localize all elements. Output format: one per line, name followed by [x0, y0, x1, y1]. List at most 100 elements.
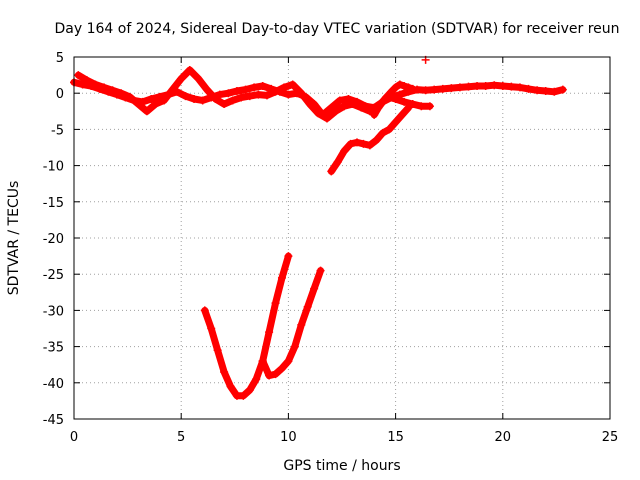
data-point-marker	[385, 125, 394, 134]
data-point-marker	[333, 157, 342, 166]
data-point-marker	[430, 85, 439, 94]
data-point-marker	[335, 96, 344, 105]
series-track-c	[327, 103, 413, 176]
data-point-marker	[340, 147, 349, 156]
y-tick-label: -10	[43, 160, 64, 175]
y-axis-title: SDTVAR / TECUs	[6, 181, 22, 296]
x-tick-label: 25	[602, 430, 619, 445]
data-point-marker	[254, 90, 263, 99]
data-point-marker	[515, 83, 524, 92]
data-point-marker	[280, 83, 289, 92]
data-point-marker	[271, 299, 280, 308]
data-point-marker	[74, 71, 83, 80]
data-point-marker	[220, 100, 229, 109]
data-point-marker	[100, 83, 109, 92]
y-tick-label: -45	[43, 413, 64, 428]
data-point-marker	[348, 100, 357, 109]
data-point-marker	[425, 102, 434, 111]
series-track-f	[258, 266, 325, 380]
data-point-marker	[202, 85, 211, 94]
data-point-marker	[408, 100, 417, 109]
data-point-marker	[91, 80, 100, 89]
data-point-marker	[327, 167, 336, 176]
data-point-marker	[213, 346, 222, 355]
data-point-marker	[305, 100, 314, 109]
y-tick-label: 0	[56, 87, 64, 102]
data-point-marker	[391, 83, 400, 92]
x-tick-label: 5	[177, 430, 185, 445]
data-point-marker	[550, 87, 559, 96]
data-point-marker	[262, 91, 271, 100]
y-tick-label: -15	[43, 196, 64, 211]
data-point-marker	[284, 90, 293, 99]
data-point-marker	[258, 357, 267, 366]
data-point-marker	[265, 328, 274, 337]
data-point-marker	[387, 87, 396, 96]
y-tick-label: 5	[56, 51, 64, 66]
y-tick-label: -40	[43, 377, 64, 392]
data-point-marker	[142, 107, 151, 116]
chart-title: Day 164 of 2024, Sidereal Day-to-day VTE…	[54, 21, 619, 37]
data-point-marker	[481, 81, 490, 90]
data-point-marker	[353, 138, 362, 147]
data-point-marker	[395, 80, 404, 89]
data-point-marker	[82, 76, 91, 85]
y-tick-label: -25	[43, 268, 64, 283]
data-point-marker	[181, 92, 190, 101]
data-point-marker	[134, 100, 143, 109]
data-point-marker	[241, 85, 250, 94]
data-point-marker	[207, 324, 216, 333]
data-point-marker	[211, 94, 220, 103]
y-tick-label: -20	[43, 232, 64, 247]
data-point-marker	[290, 342, 299, 351]
data-point-marker	[400, 97, 409, 106]
series-trace	[74, 66, 434, 122]
data-point-marker	[198, 96, 207, 105]
data-point-marker	[541, 87, 550, 96]
data-point-marker	[190, 94, 199, 103]
data-point-marker	[185, 66, 194, 75]
series-track-d	[370, 80, 417, 119]
data-point-marker	[378, 129, 387, 138]
data-point-marker	[168, 85, 177, 94]
data-point-marker	[271, 87, 280, 96]
data-point-marker	[408, 84, 417, 93]
data-point-marker	[250, 83, 259, 92]
data-point-marker	[258, 81, 267, 90]
data-point-marker	[160, 96, 169, 105]
data-point-marker	[200, 306, 209, 315]
x-axis-title: GPS time / hours	[283, 458, 400, 474]
data-point-marker	[151, 100, 160, 109]
data-point-marker	[533, 86, 542, 95]
data-point-marker	[498, 81, 507, 90]
data-point-marker	[284, 357, 293, 366]
data-point-marker	[391, 94, 400, 103]
data-point-marker	[310, 284, 319, 293]
data-point-marker	[380, 94, 389, 103]
data-point-marker	[108, 86, 117, 95]
data-point-marker	[277, 273, 286, 282]
x-tick-label: 0	[70, 430, 78, 445]
data-point-marker	[346, 139, 355, 148]
data-point-marker	[524, 84, 533, 93]
axis-ticks: 0 5 10 15 20 25 5 0 -5 -10 -15 -20 -25 -30 -35 -40 -45	[43, 51, 619, 445]
data-point-marker	[220, 367, 229, 376]
data-point-marker	[447, 84, 456, 93]
data-point-marker	[372, 136, 381, 145]
data-point-marker	[438, 84, 447, 93]
data-point-marker	[316, 266, 325, 275]
data-point-marker	[245, 92, 254, 101]
data-point-marker	[455, 83, 464, 92]
data-point-marker	[215, 90, 224, 99]
data-point-marker	[252, 375, 261, 384]
data-point-marker	[125, 92, 134, 101]
data-point-marker	[297, 89, 306, 98]
data-point-marker	[271, 370, 280, 379]
series-trace	[327, 104, 412, 175]
data-point-marker	[303, 302, 312, 311]
y-tick-label: -35	[43, 341, 64, 356]
data-point-marker	[228, 96, 237, 105]
x-tick-label: 15	[387, 430, 404, 445]
data-point-marker	[370, 110, 379, 119]
